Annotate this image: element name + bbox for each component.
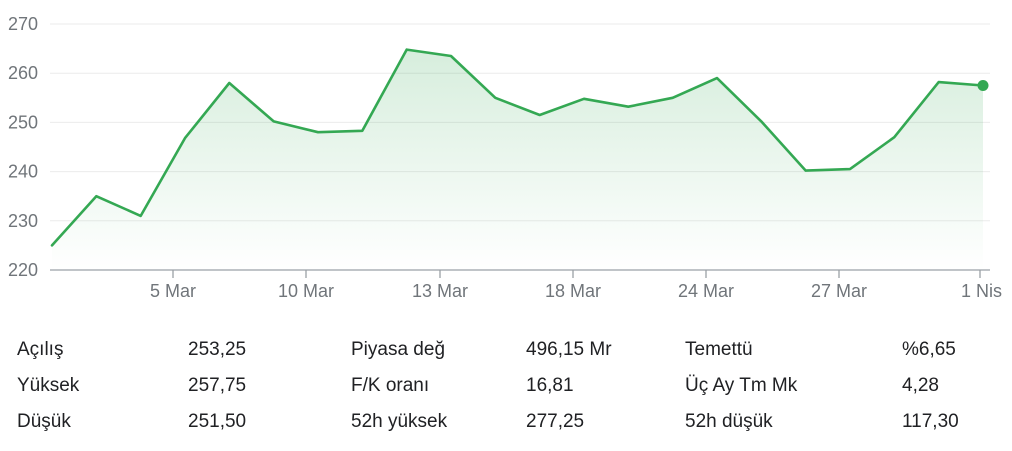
stat-value-low: 251,50 [188,411,247,432]
y-tick-label: 240 [8,162,38,182]
stat-label-pe-ratio: F/K oranı [351,375,430,396]
stat-label-avg-volume: Üç Ay Tm Mk [685,375,798,396]
stat-value-pe-ratio: 16,81 [526,375,574,396]
y-tick-label: 250 [8,112,38,132]
stat-label-market-cap: Piyasa değ [351,339,446,360]
stat-value-avg-volume: 4,28 [902,375,939,396]
x-tick-label: 18 Mar [545,281,601,301]
stats-row-low: Düşük 251,50 52h yüksek 277,25 52h düşük… [0,404,1012,440]
stat-label-52w-low: 52h düşük [685,411,773,432]
stat-value-52w-low: 117,30 [902,411,959,432]
x-tick-label: 27 Mar [811,281,867,301]
y-tick-label: 260 [8,63,38,83]
stat-value-market-cap: 496,15 Mr [526,339,612,360]
stat-label-high: Yüksek [17,375,80,396]
price-chart: 270 260 250 240 230 220 5 Mar 10 Mar 13 Mar 18 M… [8,14,1002,301]
x-tick-label: 13 Mar [412,281,468,301]
y-axis: 270 260 250 240 230 220 [8,14,38,280]
stat-label-dividend: Temettü [685,339,753,360]
stats-row-open: Açılış 253,25 Piyasa değ 496,15 Mr Temet… [0,332,1012,368]
stat-value-high: 257,75 [188,375,247,396]
area-fill [52,49,983,270]
stat-label-52w-high: 52h yüksek [351,411,448,432]
stat-label-low: Düşük [17,411,71,432]
stat-value-52w-high: 277,25 [526,411,585,432]
price-line [50,48,985,247]
stat-value-open: 253,25 [188,339,247,360]
chart-line-layer [50,48,989,247]
stat-label-open: Açılış [17,339,64,360]
x-tick-label: 10 Mar [278,281,334,301]
x-tick-label: 24 Mar [678,281,734,301]
last-point-marker [977,80,989,91]
y-tick-label: 230 [8,211,38,231]
x-tick-label: 1 Nis [961,281,1002,301]
x-axis: 5 Mar 10 Mar 13 Mar 18 Mar 24 Mar 27 Mar 1 Nis [50,269,1002,301]
stats-row-high: Yüksek 257,75 F/K oranı 16,81 Üç Ay Tm M… [0,368,1012,404]
y-tick-label: 220 [8,260,38,280]
chart-area-fill [52,49,983,270]
x-tick-label: 5 Mar [150,281,196,301]
y-tick-label: 270 [8,14,38,34]
stat-value-dividend: %6,65 [902,339,956,360]
